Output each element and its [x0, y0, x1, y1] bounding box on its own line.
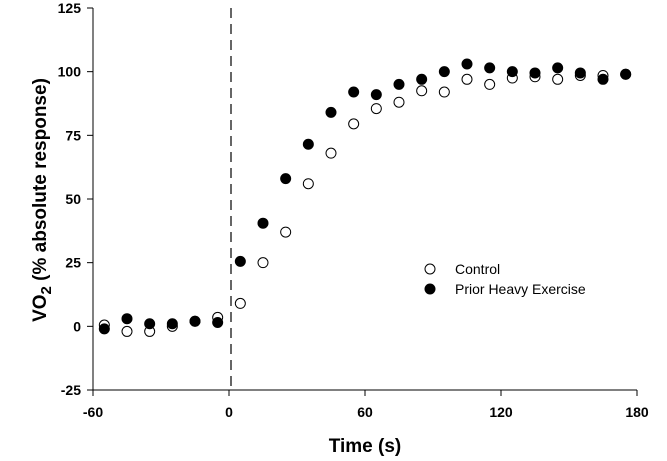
x-tick-label: 120	[489, 404, 513, 420]
prior-heavy-exercise-point	[121, 313, 133, 325]
y-axis-title: VO2 (% absolute response)	[30, 78, 55, 322]
prior-heavy-exercise-point	[574, 67, 586, 79]
legend-prior-heavy-label: Prior Heavy Exercise	[455, 281, 586, 297]
control-point	[348, 118, 360, 130]
control-point	[280, 226, 292, 238]
y-tick-label: 0	[73, 318, 81, 334]
prior-heavy-exercise-point	[552, 62, 564, 74]
prior-heavy-exercise-point	[484, 62, 496, 74]
prior-heavy-exercise-point	[257, 217, 269, 229]
prior-heavy-exercise-point	[212, 317, 224, 329]
x-tick-label: 60	[357, 404, 373, 420]
prior-heavy-exercise-point	[597, 73, 609, 85]
prior-heavy-exercise-point	[98, 323, 110, 335]
prior-heavy-exercise-point	[166, 318, 178, 330]
control-point	[393, 96, 405, 108]
y-tick-label: -25	[61, 382, 81, 398]
y-axis-title-suffix: (% absolute response)	[30, 78, 51, 286]
control-point	[416, 85, 428, 97]
prior-heavy-exercise-point	[189, 315, 201, 327]
prior-heavy-exercise-point	[506, 66, 518, 78]
y-tick-label: 25	[65, 255, 81, 271]
y-tick-label: 75	[65, 127, 81, 143]
prior-heavy-exercise-point	[144, 318, 156, 330]
y-tick-label: 50	[65, 191, 81, 207]
prior-heavy-exercise-point	[234, 255, 246, 267]
control-point	[552, 73, 564, 85]
prior-heavy-exercise-point	[370, 89, 382, 101]
control-point	[257, 257, 269, 269]
x-tick-label: 0	[225, 404, 233, 420]
legend: Control Prior Heavy Exercise	[424, 261, 586, 297]
control-point	[484, 78, 496, 90]
prior-heavy-exercise-point	[461, 58, 473, 70]
control-point	[325, 147, 337, 159]
x-tick-label: -60	[83, 404, 103, 420]
control-point	[302, 178, 314, 190]
legend-prior-heavy-marker	[424, 283, 436, 295]
prior-heavy-exercise-point	[620, 68, 632, 80]
axis-ticks: -60 0 60 120 180 -25 0 25 50 75 100 125	[58, 0, 649, 420]
prior-heavy-exercise-point	[325, 106, 337, 118]
legend-control-marker	[424, 263, 436, 275]
prior-heavy-exercise-point	[280, 173, 292, 185]
prior-heavy-exercise-point	[393, 78, 405, 90]
x-tick-label: 180	[625, 404, 649, 420]
data-points	[98, 58, 632, 337]
control-point	[370, 103, 382, 115]
control-point	[461, 73, 473, 85]
prior-heavy-exercise-point	[416, 73, 428, 85]
control-point	[438, 86, 450, 98]
control-point	[234, 297, 246, 309]
prior-heavy-exercise-point	[438, 66, 450, 78]
y-tick-label: 125	[58, 0, 82, 16]
prior-heavy-exercise-point	[529, 67, 541, 79]
prior-heavy-exercise-point	[348, 86, 360, 98]
y-axis-title-prefix: VO	[30, 294, 51, 321]
x-axis-title: Time (s)	[329, 436, 402, 457]
y-tick-label: 100	[58, 64, 82, 80]
y-axis-title-subscript: 2	[38, 286, 55, 294]
control-point	[121, 325, 133, 337]
prior-heavy-exercise-point	[302, 138, 314, 150]
legend-control-label: Control	[455, 261, 500, 277]
